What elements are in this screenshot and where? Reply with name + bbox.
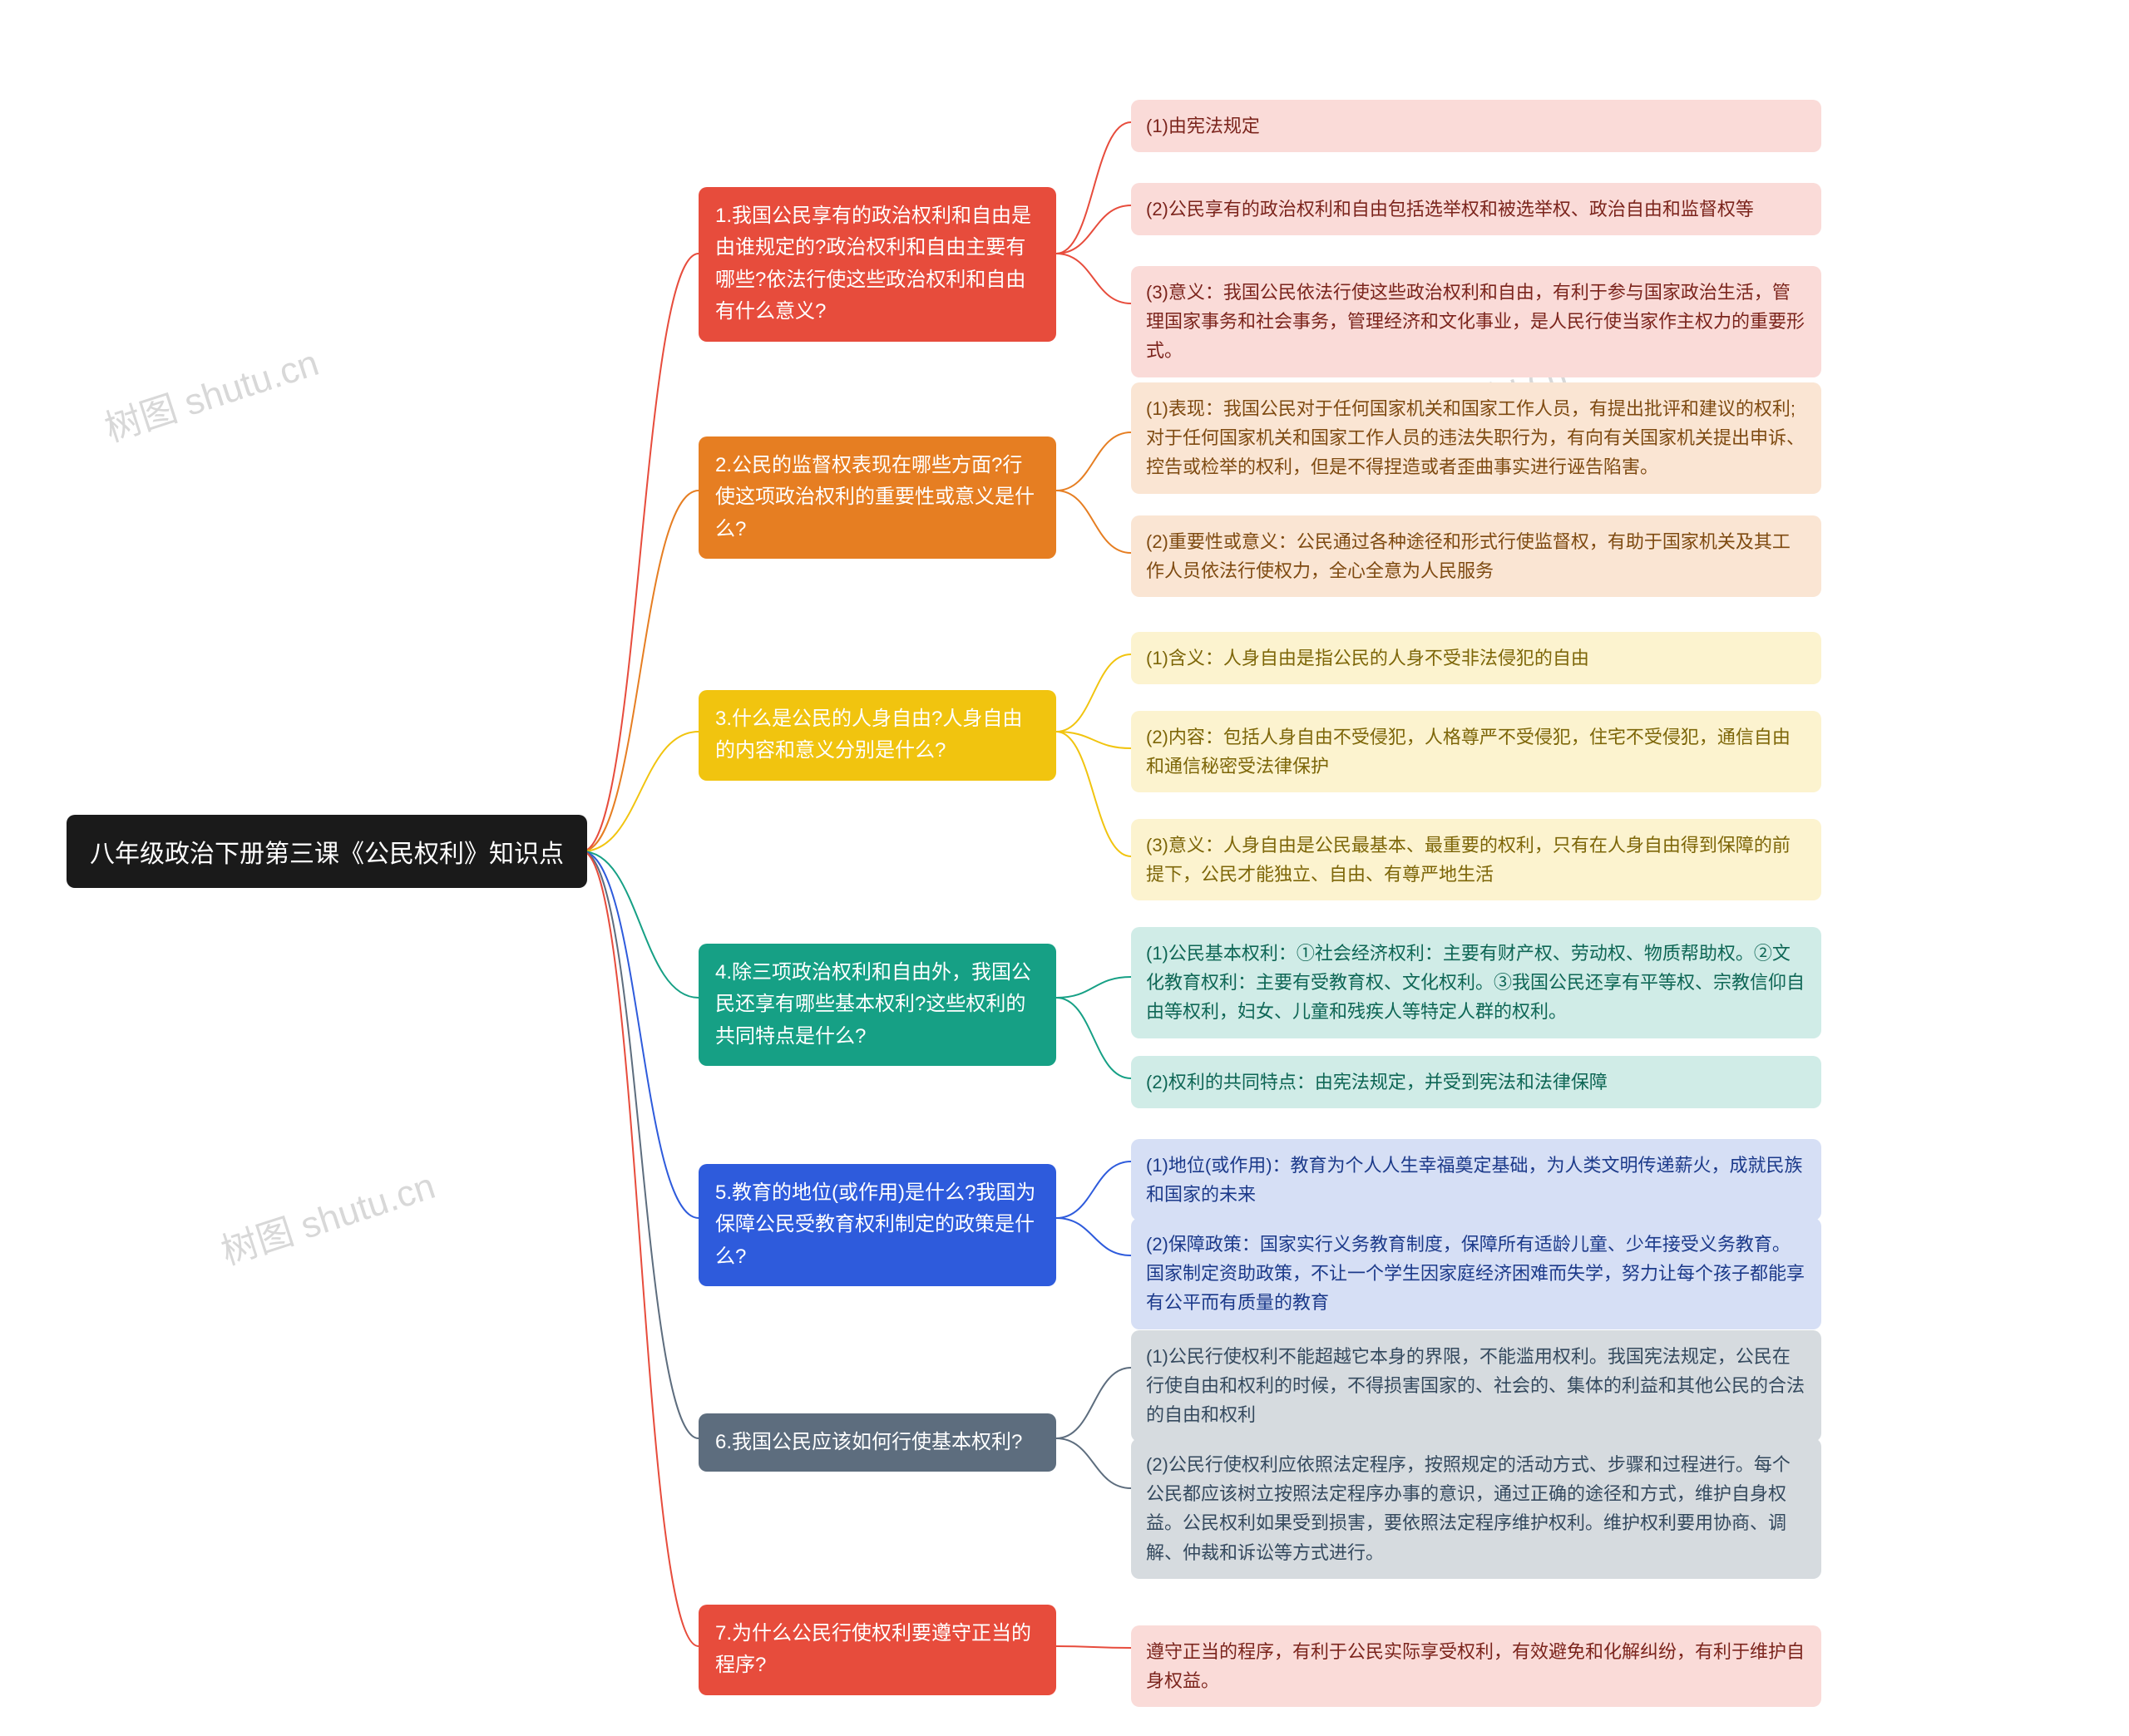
branch-node: 3.什么是公民的人身自由?人身自由的内容和意义分别是什么?: [699, 690, 1056, 781]
root-node: 八年级政治下册第三课《公民权利》知识点: [67, 815, 587, 888]
leaf-node: (1)含义：人身自由是指公民的人身不受非法侵犯的自由: [1131, 632, 1821, 684]
leaf-node: (1)表现：我国公民对于任何国家机关和国家工作人员，有提出批评和建议的权利;对于…: [1131, 382, 1821, 494]
leaf-node: (2)公民享有的政治权利和自由包括选举权和被选举权、政治自由和监督权等: [1131, 183, 1821, 235]
branch-node: 1.我国公民享有的政治权利和自由是由谁规定的?政治权利和自由主要有哪些?依法行使…: [699, 187, 1056, 342]
leaf-node: (2)公民行使权利应依照法定程序，按照规定的活动方式、步骤和过程进行。每个公民都…: [1131, 1438, 1821, 1579]
leaf-node: (2)重要性或意义：公民通过各种途径和形式行使监督权，有助于国家机关及其工作人员…: [1131, 515, 1821, 597]
leaf-node: (1)公民基本权利：①社会经济权利：主要有财产权、劳动权、物质帮助权。②文化教育…: [1131, 927, 1821, 1038]
branch-node: 2.公民的监督权表现在哪些方面?行使这项政治权利的重要性或意义是什么?: [699, 436, 1056, 559]
branch-node: 4.除三项政治权利和自由外，我国公民还享有哪些基本权利?这些权利的共同特点是什么…: [699, 944, 1056, 1066]
branch-node: 5.教育的地位(或作用)是什么?我国为保障公民受教育权利制定的政策是什么?: [699, 1164, 1056, 1286]
leaf-node: 遵守正当的程序，有利于公民实际享受权利，有效避免和化解纠纷，有利于维护自身权益。: [1131, 1625, 1821, 1707]
leaf-node: (2)内容：包括人身自由不受侵犯，人格尊严不受侵犯，住宅不受侵犯，通信自由和通信…: [1131, 711, 1821, 792]
leaf-node: (2)权利的共同特点：由宪法规定，并受到宪法和法律保障: [1131, 1056, 1821, 1108]
leaf-node: (1)地位(或作用)：教育为个人人生幸福奠定基础，为人类文明传递薪火，成就民族和…: [1131, 1139, 1821, 1221]
leaf-node: (2)保障政策：国家实行义务教育制度，保障所有适龄儿童、少年接受义务教育。国家制…: [1131, 1218, 1821, 1329]
branch-node: 6.我国公民应该如何行使基本权利?: [699, 1413, 1056, 1472]
mindmap-canvas: 八年级政治下册第三课《公民权利》知识点 1.我国公民享有的政治权利和自由是由谁规…: [0, 0, 2129, 1736]
leaf-node: (3)意义：我国公民依法行使这些政治权利和自由，有利于参与国家政治生活，管理国家…: [1131, 266, 1821, 377]
leaf-node: (3)意义：人身自由是公民最基本、最重要的权利，只有在人身自由得到保障的前提下，…: [1131, 819, 1821, 900]
branch-node: 7.为什么公民行使权利要遵守正当的程序?: [699, 1605, 1056, 1695]
leaf-node: (1)由宪法规定: [1131, 100, 1821, 152]
leaf-node: (1)公民行使权利不能超越它本身的界限，不能滥用权利。我国宪法规定，公民在行使自…: [1131, 1330, 1821, 1442]
